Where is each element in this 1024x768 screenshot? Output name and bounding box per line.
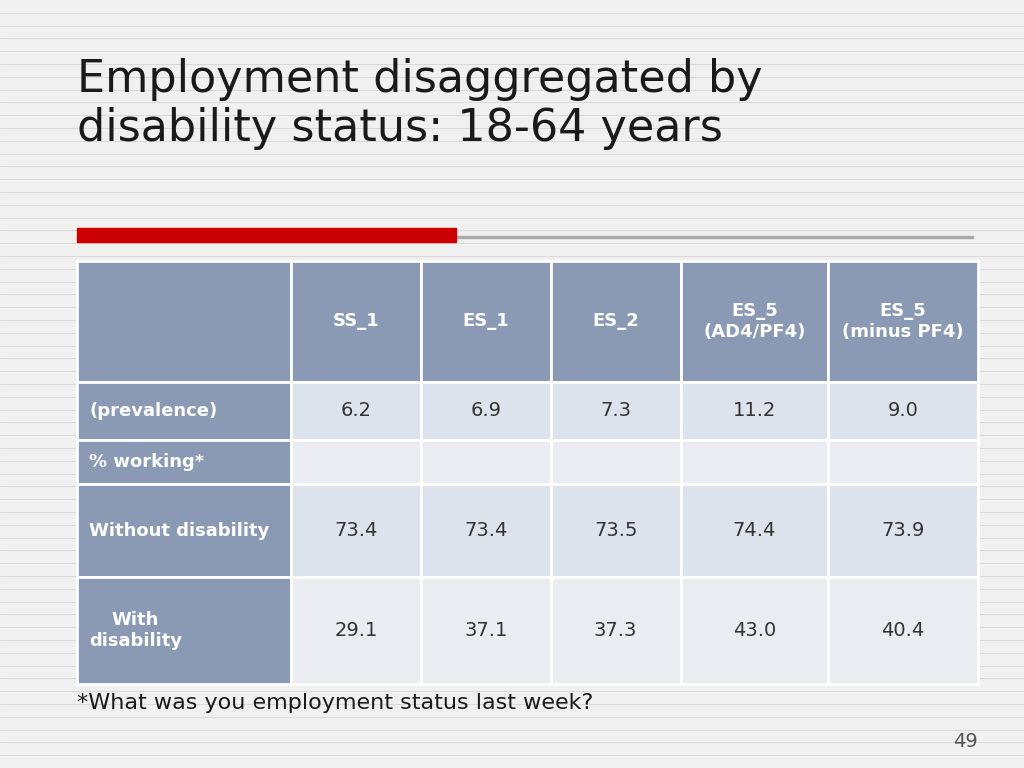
Text: 73.4: 73.4 — [335, 521, 378, 540]
Text: 73.4: 73.4 — [464, 521, 508, 540]
Bar — [421, 485, 551, 577]
Bar — [681, 261, 828, 382]
Text: With
disability: With disability — [89, 611, 182, 650]
Text: 37.1: 37.1 — [464, 621, 508, 640]
Bar — [77, 228, 456, 242]
Bar — [828, 382, 978, 440]
Bar — [828, 261, 978, 382]
Bar — [828, 485, 978, 577]
Bar — [77, 382, 292, 440]
Text: ES_2: ES_2 — [592, 313, 639, 330]
Bar — [551, 382, 681, 440]
Bar — [681, 440, 828, 485]
Bar — [828, 577, 978, 684]
Text: 74.4: 74.4 — [733, 521, 776, 540]
Bar — [77, 261, 292, 382]
Text: ES_1: ES_1 — [463, 313, 509, 330]
Bar — [77, 440, 292, 485]
Text: 11.2: 11.2 — [733, 402, 776, 420]
Text: 37.3: 37.3 — [594, 621, 637, 640]
Text: 73.9: 73.9 — [882, 521, 925, 540]
Text: (prevalence): (prevalence) — [89, 402, 217, 420]
Bar — [551, 261, 681, 382]
Text: 6.2: 6.2 — [341, 402, 372, 420]
Bar — [292, 577, 421, 684]
Bar — [551, 440, 681, 485]
Bar — [421, 382, 551, 440]
Bar — [681, 485, 828, 577]
Text: Employment disaggregated by
disability status: 18-64 years: Employment disaggregated by disability s… — [77, 58, 763, 151]
Text: 7.3: 7.3 — [600, 402, 631, 420]
Text: 43.0: 43.0 — [733, 621, 776, 640]
Text: ES_5
(AD4/PF4): ES_5 (AD4/PF4) — [703, 302, 806, 341]
Text: 29.1: 29.1 — [335, 621, 378, 640]
Text: 40.4: 40.4 — [882, 621, 925, 640]
Text: SS_1: SS_1 — [333, 313, 380, 330]
Text: 49: 49 — [953, 732, 978, 751]
Bar — [292, 261, 421, 382]
Text: *What was you employment status last week?: *What was you employment status last wee… — [77, 693, 593, 713]
Bar — [421, 261, 551, 382]
Bar — [77, 577, 292, 684]
Bar — [77, 485, 292, 577]
Bar — [292, 382, 421, 440]
Bar — [421, 577, 551, 684]
Bar — [681, 382, 828, 440]
Text: % working*: % working* — [89, 453, 205, 472]
Bar — [421, 440, 551, 485]
Text: 73.5: 73.5 — [594, 521, 637, 540]
Text: 9.0: 9.0 — [888, 402, 919, 420]
Bar — [551, 577, 681, 684]
Bar — [77, 236, 973, 238]
Text: ES_5
(minus PF4): ES_5 (minus PF4) — [843, 302, 964, 341]
Bar — [292, 440, 421, 485]
Bar — [551, 485, 681, 577]
Bar — [681, 577, 828, 684]
Bar — [292, 485, 421, 577]
Text: 6.9: 6.9 — [470, 402, 502, 420]
Bar — [828, 440, 978, 485]
Text: Without disability: Without disability — [89, 521, 269, 540]
